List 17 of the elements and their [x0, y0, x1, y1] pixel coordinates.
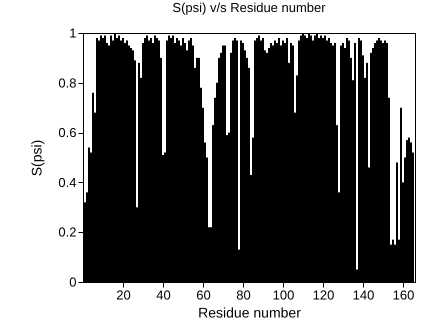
- x-tick-label: 40: [156, 288, 171, 302]
- x-tick-label: 20: [116, 288, 131, 302]
- chart-title: S(psi) v/s Residue number: [172, 0, 326, 15]
- y-axis-title: S(psi): [28, 140, 44, 176]
- x-tick-label: 80: [236, 288, 251, 302]
- y-tick-label: 0.4: [58, 174, 76, 190]
- x-tick-label: 60: [196, 288, 211, 302]
- y-tick-label: 0.8: [58, 75, 76, 90]
- x-tick-label: 160: [392, 288, 414, 302]
- x-tick-label: 120: [312, 288, 334, 302]
- x-tick-label: 100: [272, 288, 294, 302]
- x-tick-label: 140: [352, 288, 374, 302]
- y-tick-label: 0: [69, 274, 76, 290]
- y-tick-label: 0.6: [58, 125, 76, 140]
- x-axis-title: Residue number: [198, 304, 302, 320]
- y-tick-label: 1: [69, 26, 76, 40]
- y-tick-label: 0.2: [58, 224, 76, 240]
